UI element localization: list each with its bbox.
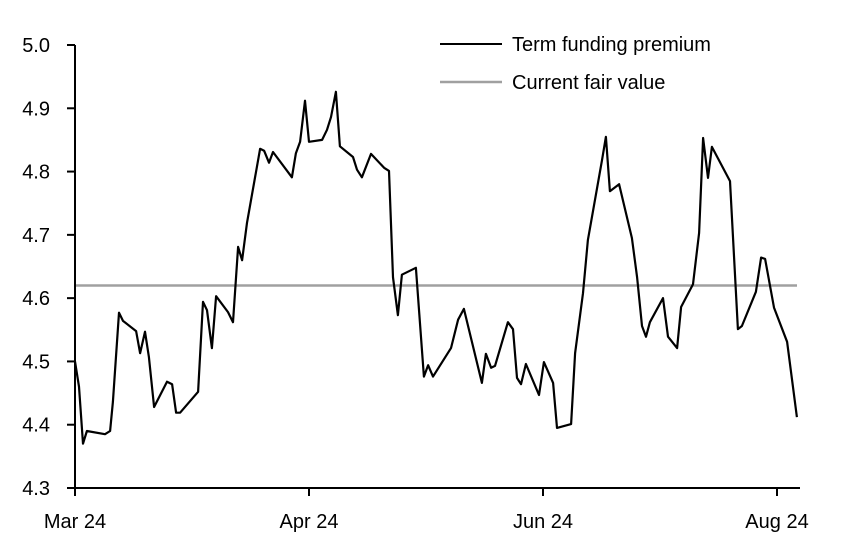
x-tick-label: Apr 24 [280,511,339,533]
x-tick-label: Jun 24 [513,511,573,533]
y-tick-label: 4.4 [22,415,50,437]
y-tick-label: 5.0 [22,35,50,57]
y-tick-label: 4.7 [22,225,50,247]
legend-label-current-fair-value: Current fair value [512,72,665,94]
y-tick-label: 4.5 [22,351,50,373]
x-tick-label: Mar 24 [44,511,106,533]
y-tick-label: 4.9 [22,98,50,120]
y-tick-label: 4.6 [22,288,50,310]
legend-label-term-funding-premium: Term funding premium [512,34,711,56]
x-tick-label: Aug 24 [745,511,808,533]
y-tick-label: 4.8 [22,162,50,184]
legend: Term funding premium Current fair value [440,34,711,94]
y-tick-label: 4.3 [22,478,50,500]
series-line-term-funding-premium [75,92,797,444]
series-path [75,92,797,444]
